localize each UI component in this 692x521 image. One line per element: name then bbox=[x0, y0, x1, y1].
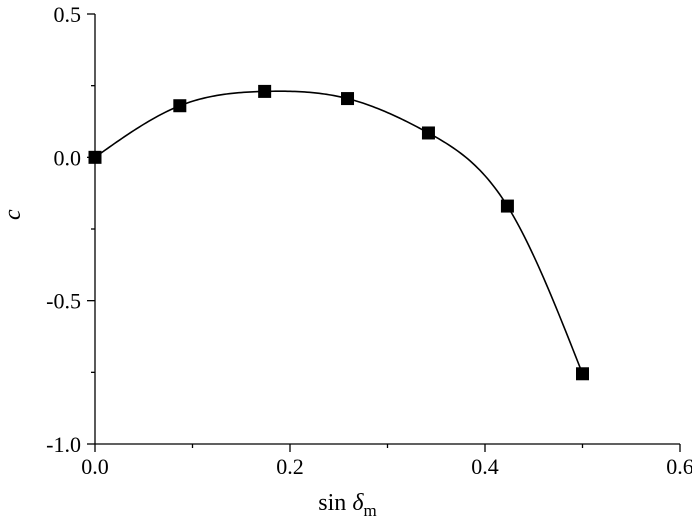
data-point-marker bbox=[258, 84, 272, 98]
fit-curve bbox=[94, 90, 584, 375]
y-tick-label: -1.0 bbox=[46, 432, 81, 457]
x-tick-label: 0.6 bbox=[666, 454, 692, 479]
x-axis-title-prefix: sin bbox=[318, 490, 352, 516]
x-axis-title-subscript: m bbox=[363, 501, 376, 520]
x-axis-title-symbol: δ bbox=[352, 490, 364, 516]
y-axis-title: c bbox=[0, 209, 26, 220]
data-point-marker bbox=[341, 92, 355, 106]
x-axis-title: sin δm bbox=[318, 490, 376, 520]
data-point-marker bbox=[173, 99, 187, 113]
tick-labels: 0.0 0.2 0.4 0.6 -1.0 -0.5 0.0 0.5 bbox=[46, 2, 692, 479]
y-tick-label: 0.5 bbox=[54, 2, 82, 27]
data-markers bbox=[88, 84, 589, 381]
x-tick-label: 0.0 bbox=[81, 454, 109, 479]
axes bbox=[94, 14, 680, 445]
ticks bbox=[87, 13, 681, 452]
y-tick-label: -0.5 bbox=[46, 289, 81, 314]
data-point-marker bbox=[576, 367, 589, 381]
y-tick-label: 0.0 bbox=[54, 145, 82, 170]
data-point-marker bbox=[421, 126, 435, 140]
data-point-marker bbox=[500, 199, 514, 213]
x-tick-label: 0.2 bbox=[276, 454, 304, 479]
data-point-marker bbox=[88, 150, 102, 164]
x-tick-label: 0.4 bbox=[471, 454, 499, 479]
